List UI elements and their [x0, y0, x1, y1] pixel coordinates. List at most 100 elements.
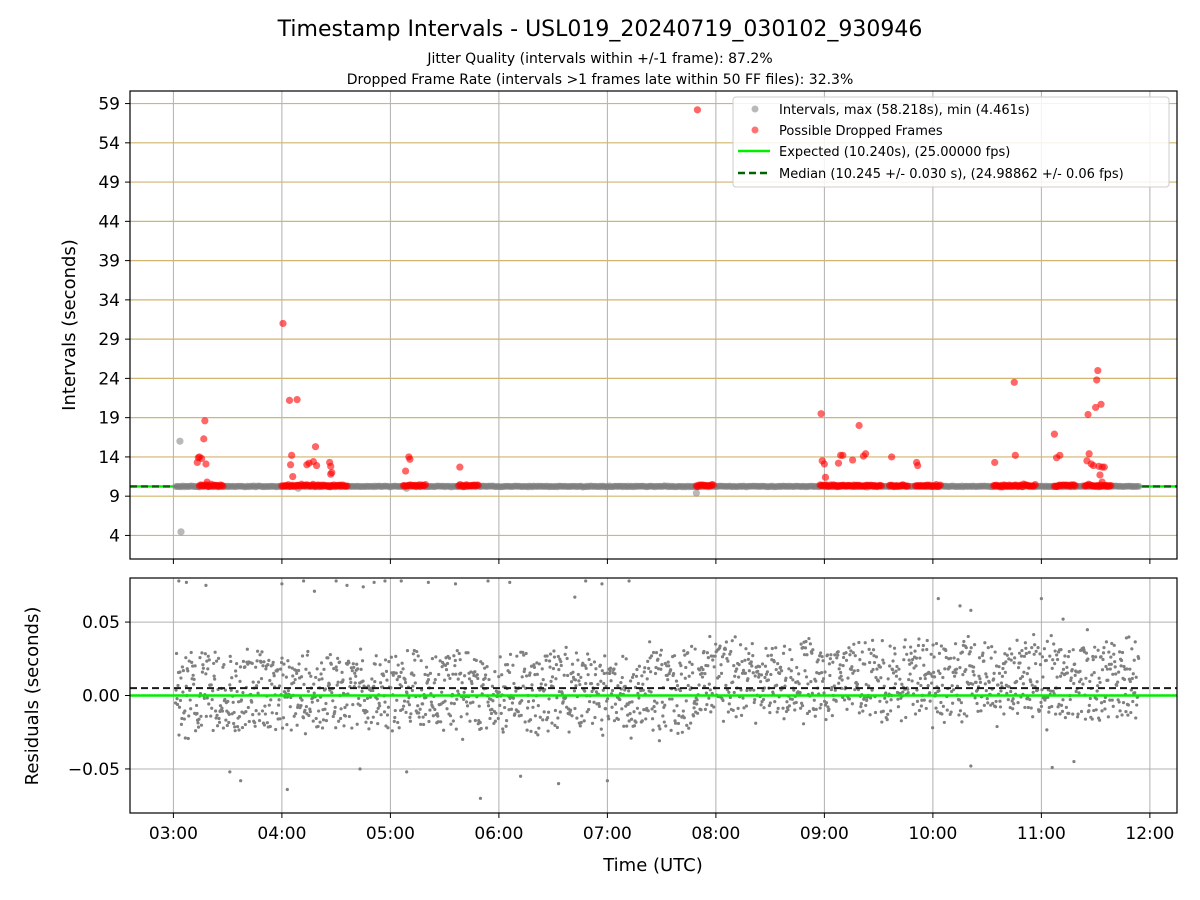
- residual-point: [884, 691, 888, 695]
- residual-point: [978, 677, 982, 681]
- residual-point: [347, 661, 351, 665]
- residual-point: [288, 705, 292, 709]
- residual-point: [782, 644, 787, 648]
- residual-point: [939, 700, 943, 705]
- residual-point: [857, 711, 861, 715]
- residual-point: [957, 713, 961, 717]
- residual-point: [174, 651, 179, 656]
- residual-point: [304, 704, 309, 709]
- residual-point: [941, 704, 945, 708]
- residual-point: [174, 688, 178, 692]
- residual-point: [977, 656, 982, 660]
- residual-point: [336, 656, 340, 660]
- residual-point: [1134, 675, 1138, 679]
- residual-point: [1094, 655, 1098, 659]
- residual-point: [206, 654, 210, 658]
- residual-point: [382, 710, 387, 714]
- residual-point: [712, 665, 716, 669]
- residual-point: [1040, 688, 1044, 692]
- residual-point: [353, 671, 357, 675]
- residual-point: [661, 714, 665, 718]
- residual-point: [761, 688, 765, 693]
- residual-point: [754, 721, 758, 725]
- residual-point: [546, 729, 550, 733]
- residual-point: [408, 719, 413, 723]
- residual-point: [966, 634, 970, 639]
- residual-point: [1114, 672, 1118, 676]
- residual-point: [220, 709, 225, 713]
- residual-point: [319, 661, 324, 665]
- residual-point: [746, 677, 750, 681]
- residual-point: [390, 729, 394, 733]
- residual-point: [209, 683, 213, 687]
- residual-point: [537, 726, 541, 730]
- residual-point: [366, 716, 370, 720]
- residual-point: [512, 681, 516, 686]
- residual-point: [554, 677, 558, 681]
- residual-point: [906, 691, 910, 695]
- residual-point: [928, 691, 932, 695]
- residual-point: [253, 724, 257, 728]
- residual-point: [237, 728, 241, 732]
- residual-point: [455, 697, 459, 701]
- residual-point: [312, 589, 317, 593]
- residual-point: [507, 670, 512, 675]
- residual-point: [985, 675, 989, 679]
- residual-point: [886, 712, 890, 716]
- residual-point: [1106, 678, 1110, 682]
- residual-point: [224, 718, 228, 722]
- residual-point: [624, 704, 628, 708]
- residual-point: [660, 662, 664, 667]
- residual-point: [790, 657, 794, 662]
- residual-point: [800, 704, 805, 708]
- residual-point: [184, 656, 188, 660]
- residual-point: [1134, 716, 1138, 720]
- residual-point: [1022, 670, 1026, 674]
- residual-point: [677, 713, 681, 718]
- residual-point: [1026, 695, 1030, 700]
- residual-point: [1090, 673, 1094, 677]
- residual-point: [630, 675, 635, 679]
- residual-point: [786, 708, 790, 712]
- residual-point: [1057, 702, 1061, 706]
- residual-point: [757, 675, 761, 679]
- dropped-frame-point: [289, 472, 297, 481]
- residual-point: [630, 700, 634, 704]
- residual-point: [228, 654, 232, 658]
- residual-point: [474, 658, 478, 662]
- residual-point: [564, 645, 568, 649]
- residual-point: [234, 674, 238, 678]
- residual-point: [763, 675, 767, 680]
- residual-point: [1087, 703, 1091, 708]
- residual-point: [529, 664, 534, 668]
- residual-point: [856, 668, 860, 673]
- residual-point: [1124, 709, 1128, 714]
- residual-point: [370, 677, 374, 681]
- residual-point: [466, 651, 470, 655]
- residuals-y-axis-label: Residuals (seconds): [22, 607, 43, 786]
- residual-point: [646, 709, 650, 713]
- residual-point: [285, 722, 289, 727]
- residual-point: [739, 713, 744, 717]
- residual-point: [670, 697, 674, 701]
- residual-point: [1039, 596, 1043, 601]
- residual-point: [556, 716, 560, 720]
- residual-point: [337, 719, 341, 723]
- residual-point: [445, 707, 449, 711]
- residual-point: [295, 671, 299, 675]
- residual-point: [532, 665, 537, 669]
- residual-point: [864, 703, 868, 708]
- residual-point: [436, 720, 440, 724]
- residual-point: [940, 712, 944, 716]
- residual-point: [894, 669, 898, 673]
- residual-point: [629, 717, 634, 721]
- residual-point: [412, 673, 416, 677]
- residual-point: [314, 716, 318, 721]
- residual-point: [303, 708, 307, 712]
- residual-point: [1070, 667, 1074, 672]
- residual-point: [618, 697, 622, 702]
- residual-point: [1108, 667, 1112, 671]
- residual-point: [741, 696, 745, 700]
- residual-point: [453, 582, 458, 586]
- residual-point: [285, 787, 289, 792]
